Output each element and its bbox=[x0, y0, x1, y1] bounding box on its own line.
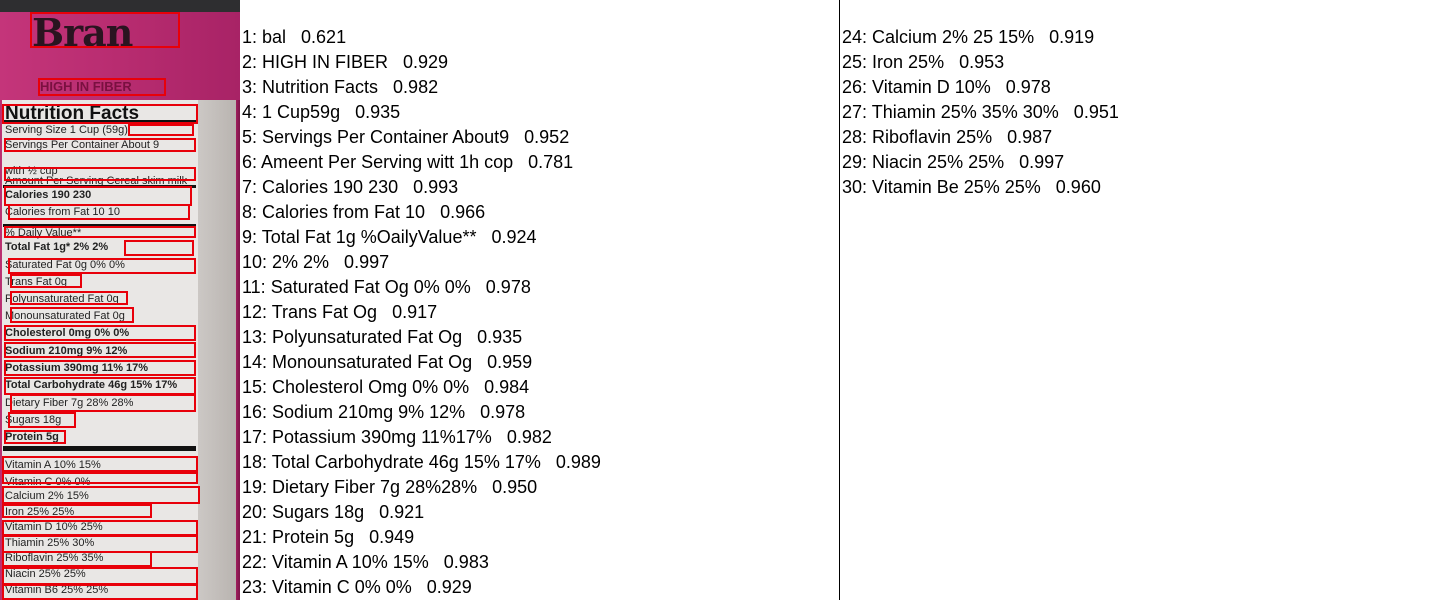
panel-title: Nutrition Facts bbox=[5, 103, 140, 124]
detection-box bbox=[30, 12, 180, 48]
results-column-left: 1: bal 0.621 2: HIGH IN FIBER 0.929 3: Nut… bbox=[242, 25, 601, 600]
panel-row: Calories from Fat 10 10 bbox=[5, 206, 120, 218]
result-line: 5: Servings Per Container About9 0.952 bbox=[242, 127, 570, 147]
detection-box bbox=[4, 342, 196, 358]
tagline-text: HIGH IN FIBER bbox=[40, 79, 132, 94]
detection-box bbox=[2, 456, 198, 472]
detection-box bbox=[2, 584, 198, 600]
detection-box bbox=[2, 567, 198, 585]
result-line: 8: Calories from Fat 10 0.966 bbox=[242, 202, 486, 222]
detection-box bbox=[2, 472, 198, 484]
panel-row: Monounsaturated Fat 0g bbox=[5, 310, 125, 322]
detection-box bbox=[2, 104, 198, 124]
panel-row: Sugars 18g bbox=[5, 414, 62, 426]
detection-box bbox=[4, 186, 192, 206]
result-line: 15: Cholesterol Omg 0% 0% 0.984 bbox=[242, 377, 530, 397]
detection-box bbox=[10, 291, 128, 305]
result-line: 27: Thiamin 25% 35% 30% 0.951 bbox=[842, 102, 1119, 122]
panel-row: Vitamin A 10% 15% bbox=[5, 459, 101, 471]
result-line: 7: Calories 190 230 0.993 bbox=[242, 177, 459, 197]
result-line: 16: Sodium 210mg 9% 12% 0.978 bbox=[242, 402, 526, 422]
detection-box bbox=[124, 240, 194, 256]
panel-row: Sodium 210mg 9% 12% bbox=[5, 345, 128, 357]
photo-pink-header bbox=[0, 12, 240, 100]
result-line: 20: Sugars 18g 0.921 bbox=[242, 502, 425, 522]
result-line: 28: Riboflavin 25% 0.987 bbox=[842, 127, 1053, 147]
detection-box bbox=[4, 226, 196, 238]
result-line: 26: Vitamin D 10% 0.978 bbox=[842, 77, 1051, 97]
detection-box bbox=[4, 430, 66, 444]
detection-box bbox=[128, 124, 194, 136]
panel-row: Protein 5g bbox=[5, 431, 59, 443]
panel-rule bbox=[3, 446, 196, 451]
panel-row: Total Carbohydrate 46g 15% 17% bbox=[5, 379, 178, 391]
result-line: 30: Vitamin Be 25% 25% 0.960 bbox=[842, 177, 1101, 197]
panel-row: Serving Size 1 Cup (59g) bbox=[5, 124, 128, 136]
detection-box bbox=[4, 360, 196, 376]
result-line: 3: Nutrition Facts 0.982 bbox=[242, 77, 439, 97]
result-line: 12: Trans Fat Og 0.917 bbox=[242, 302, 438, 322]
detection-box bbox=[4, 167, 196, 181]
result-line: 19: Dietary Fiber 7g 28%28% 0.950 bbox=[242, 477, 538, 497]
photo-top-band bbox=[0, 0, 240, 12]
detection-box bbox=[4, 377, 196, 395]
result-line: 13: Polyunsaturated Fat Og 0.935 bbox=[242, 327, 523, 347]
result-line: 17: Potassium 390mg 11%17% 0.982 bbox=[242, 427, 552, 447]
detection-box bbox=[10, 274, 82, 288]
panel-row: Saturated Fat 0g 0% 0% bbox=[5, 259, 125, 271]
panel-row: Total Fat 1g* 2% 2% bbox=[5, 241, 109, 253]
panel-row: Iron 25% 25% bbox=[5, 506, 75, 518]
panel-row: Potassium 390mg 11% 17% bbox=[5, 362, 149, 374]
result-line: 25: Iron 25% 0.953 bbox=[842, 52, 1005, 72]
panel-row: Amount Per Serving Cereal skim milk bbox=[5, 175, 188, 187]
result-line: 18: Total Carbohydrate 46g 15% 17% 0.989 bbox=[242, 452, 601, 472]
column-divider bbox=[839, 0, 840, 600]
detection-box bbox=[2, 504, 152, 518]
label-photo: Bran HIGH IN FIBER Nutrition Facts Servi… bbox=[0, 0, 240, 600]
panel-row: Calories 190 230 bbox=[5, 189, 92, 201]
detection-box bbox=[8, 412, 76, 428]
panel-row: Vitamin B6 25% 25% bbox=[5, 584, 109, 596]
result-line: 29: Niacin 25% 25% 0.997 bbox=[842, 152, 1065, 172]
detection-box bbox=[8, 258, 196, 274]
result-line: 24: Calcium 2% 25 15% 0.919 bbox=[842, 27, 1095, 47]
results-column-right: 24: Calcium 2% 25 15% 0.919 25: Iron 25% … bbox=[842, 25, 1119, 200]
detection-box bbox=[10, 394, 196, 412]
result-line: 2: HIGH IN FIBER 0.929 bbox=[242, 52, 449, 72]
panel-row: Riboflavin 25% 35% bbox=[5, 552, 104, 564]
detection-box bbox=[4, 325, 196, 341]
result-line: 10: 2% 2% 0.997 bbox=[242, 252, 390, 272]
detection-box bbox=[2, 486, 200, 504]
result-line: 14: Monounsaturated Fat Og 0.959 bbox=[242, 352, 533, 372]
detection-box bbox=[38, 78, 166, 96]
detection-box bbox=[4, 138, 196, 152]
panel-row: Vitamin D 10% 25% bbox=[5, 521, 103, 533]
detection-box bbox=[8, 204, 190, 220]
panel-rule bbox=[3, 224, 196, 227]
panel-row: Cholesterol 0mg 0% 0% bbox=[5, 327, 130, 339]
result-line: 22: Vitamin A 10% 15% 0.983 bbox=[242, 552, 489, 572]
result-line: 21: Protein 5g 0.949 bbox=[242, 527, 415, 547]
detection-box bbox=[10, 307, 134, 323]
detection-box bbox=[2, 551, 152, 567]
panel-row: Polyunsaturated Fat 0g bbox=[5, 293, 119, 305]
result-line: 4: 1 Cup59g 0.935 bbox=[242, 102, 401, 122]
panel-row: Thiamin 25% 30% bbox=[5, 537, 95, 549]
result-line: 1: bal 0.621 bbox=[242, 27, 347, 47]
detection-box bbox=[2, 520, 198, 536]
panel-row: Calcium 2% 15% bbox=[5, 490, 89, 502]
result-line: 9: Total Fat 1g %OailyValue** 0.924 bbox=[242, 227, 537, 247]
panel-row: Dietary Fiber 7g 28% 28% bbox=[5, 397, 134, 409]
panel-row: Niacin 25% 25% bbox=[5, 568, 86, 580]
panel-row: Trans Fat 0g bbox=[5, 276, 67, 288]
result-line: 11: Saturated Fat Og 0% 0% 0.978 bbox=[242, 277, 531, 297]
result-line: 23: Vitamin C 0% 0% 0.929 bbox=[242, 577, 472, 597]
result-line: 6: Ameent Per Serving witt 1h cop 0.781 bbox=[242, 152, 574, 172]
panel-row: Servings Per Container About 9 bbox=[5, 139, 160, 151]
